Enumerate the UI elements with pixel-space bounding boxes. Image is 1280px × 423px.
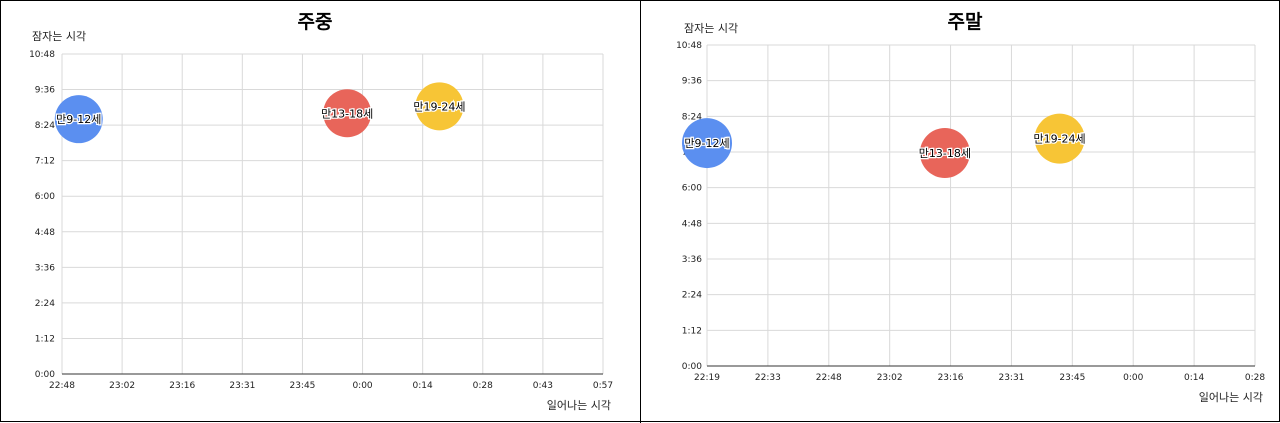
y-tick-label: 10:48 — [29, 50, 55, 60]
bubble-label: 만13-18세 — [919, 147, 971, 160]
x-tick-label: 0:00 — [1123, 373, 1143, 383]
x-tick-label: 23:31 — [229, 381, 255, 391]
bubble-point — [415, 82, 464, 131]
x-tick-label: 22:48 — [816, 373, 842, 383]
x-tick-label: 0:14 — [413, 381, 433, 391]
x-tick-label: 23:45 — [289, 381, 315, 391]
x-tick-label: 22:48 — [49, 381, 75, 391]
y-axis-title: 잠자는 시각 — [32, 30, 86, 43]
bubble-label: 만9-12세 — [56, 113, 101, 126]
x-tick-label: 23:16 — [938, 373, 964, 383]
x-tick-label: 22:19 — [694, 373, 720, 383]
x-tick-label: 23:31 — [998, 373, 1024, 383]
x-tick-label: 22:33 — [755, 373, 781, 383]
y-tick-label: 0:00 — [682, 362, 702, 372]
bubble-label: 만9-12세 — [684, 137, 729, 150]
bubble-point — [323, 89, 372, 138]
y-tick-label: 4:48 — [682, 219, 702, 229]
bubble-label: 만13-18세 — [321, 107, 373, 120]
weekday-chart: 주중 22:48 23:02 23:16 23:31 23:45 0:00 0:14 0:28… — [29, 11, 613, 412]
y-tick-label: 2:24 — [682, 291, 702, 301]
x-axis-title: 일어나는 시각 — [1199, 390, 1263, 404]
y-tick-label: 10:48 — [676, 41, 702, 51]
y-tick-label: 6:00 — [35, 192, 55, 202]
x-tick-label: 23:02 — [877, 373, 903, 383]
x-tick-label: 0:43 — [533, 381, 553, 391]
y-tick-label: 3:36 — [35, 263, 55, 273]
x-tick-label: 0:57 — [593, 381, 613, 391]
x-tick-label: 23:16 — [169, 381, 195, 391]
weekend-chart: 주말 22:19 22:33 22:48 23:02 23:16 23:31 23:45 0:… — [676, 11, 1265, 404]
y-tick-label: 7:12 — [35, 157, 55, 167]
x-axis-title: 일어나는 시각 — [547, 398, 611, 412]
panel-divider — [640, 1, 641, 423]
y-tick-label: 4:48 — [35, 228, 55, 238]
bubble-point — [1034, 113, 1085, 164]
x-tick-label: 23:02 — [109, 381, 135, 391]
y-tick-label: 6:00 — [682, 184, 702, 194]
x-tick-label: 0:28 — [1245, 373, 1265, 383]
y-tick-label: 1:12 — [682, 326, 702, 336]
y-tick-label: 1:12 — [35, 334, 55, 344]
x-tick-label: 0:28 — [473, 381, 493, 391]
x-tick-label: 0:14 — [1184, 373, 1204, 383]
y-tick-label: 8:24 — [682, 112, 702, 122]
y-tick-label: 3:36 — [682, 255, 702, 265]
y-tick-label: 2:24 — [35, 299, 55, 309]
y-axis-title: 잠자는 시각 — [684, 22, 738, 35]
bubble-point — [919, 127, 970, 178]
y-tick-label: 9:36 — [35, 86, 55, 96]
y-tick-label: 9:36 — [682, 77, 702, 87]
chart-title: 주중 — [298, 11, 333, 33]
y-tick-label: 8:24 — [35, 121, 55, 131]
x-tick-label: 23:45 — [1059, 373, 1085, 383]
bubble-label: 만19-24세 — [1033, 133, 1085, 146]
bubble-point — [682, 118, 732, 169]
bubble-point — [54, 95, 103, 144]
y-tick-label: 0:00 — [35, 370, 55, 380]
x-tick-label: 0:00 — [352, 381, 372, 391]
bubble-label: 만19-24세 — [413, 100, 465, 113]
chart-title: 주말 — [948, 11, 983, 33]
